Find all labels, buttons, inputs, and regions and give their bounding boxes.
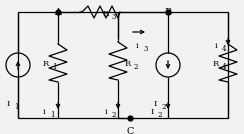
Text: 2: 2: [134, 63, 139, 71]
Text: 2: 2: [112, 111, 116, 119]
Text: 4: 4: [222, 45, 226, 53]
Text: 2: 2: [161, 103, 165, 111]
Text: R: R: [213, 60, 219, 68]
Text: I: I: [6, 100, 10, 108]
Text: I: I: [150, 108, 154, 116]
Text: 3: 3: [143, 45, 147, 53]
Text: i: i: [215, 42, 217, 50]
Text: B: B: [164, 8, 172, 17]
Text: i: i: [136, 42, 138, 50]
Text: 1: 1: [52, 63, 57, 71]
Text: A: A: [54, 8, 61, 17]
Text: 3: 3: [112, 13, 116, 21]
Text: i: i: [105, 108, 107, 116]
Text: 1: 1: [14, 103, 19, 111]
Text: R: R: [43, 60, 49, 68]
Text: R: R: [125, 60, 131, 68]
Text: 2: 2: [158, 111, 163, 119]
Text: 4: 4: [222, 63, 226, 71]
Text: I: I: [153, 100, 157, 108]
Text: R: R: [103, 10, 109, 18]
Text: i: i: [43, 108, 45, 116]
Text: C: C: [126, 127, 134, 134]
Text: 1: 1: [50, 111, 54, 119]
